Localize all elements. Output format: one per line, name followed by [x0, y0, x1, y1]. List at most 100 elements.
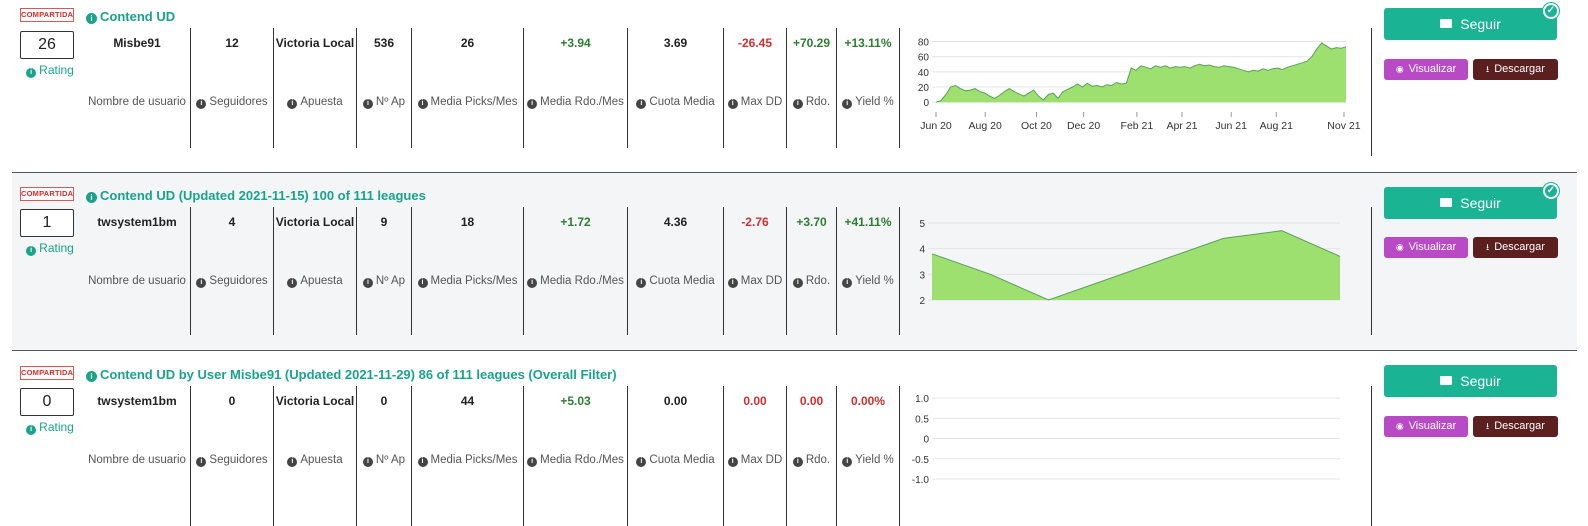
- cuota-label: i Cuota Media: [628, 96, 723, 109]
- rdo-mes-value: +5.03: [560, 394, 591, 408]
- y-tick-label: 0: [923, 98, 929, 109]
- stat-apuesta: Victoria Local i Apuesta: [273, 386, 357, 526]
- stat-seguidores: 0 i Seguidores: [191, 386, 273, 526]
- envelope-icon: [1440, 19, 1453, 28]
- stat-cuota: 3.69 i Cuota Media: [628, 28, 724, 148]
- info-icon: i: [196, 99, 207, 109]
- x-tick-label: Apr 21: [1167, 120, 1198, 132]
- rating-label-text: Rating: [39, 63, 74, 77]
- envelope-icon: [1440, 198, 1453, 207]
- stat-rdo: 0.00 i Rdo.: [787, 386, 837, 526]
- cuota-label-text: Cuota Media: [649, 275, 715, 287]
- follow-button-label: Seguir: [1460, 16, 1501, 32]
- info-icon: i: [417, 457, 428, 467]
- x-tick-label: Aug 21: [1260, 120, 1293, 132]
- view-button[interactable]: ◉ Visualizar: [1384, 237, 1468, 258]
- stat-seguidores: 4 i Seguidores: [191, 207, 273, 335]
- picks-label-text: Media Picks/Mes: [430, 275, 518, 287]
- nap-label-text: Nº Ap: [375, 96, 406, 108]
- info-icon: i: [727, 278, 738, 288]
- follow-button[interactable]: Seguir: [1384, 187, 1557, 219]
- rating-label-text: Rating: [39, 241, 74, 255]
- rdo-mes-label-text: Media Rdo./Mes: [540, 454, 624, 466]
- info-icon: i: [26, 246, 37, 256]
- nap-label-text: Nº Ap: [375, 275, 406, 287]
- y-tick-label: 5: [919, 219, 925, 230]
- strategy-title-link[interactable]: i Contend UD (Updated 2021-11-15) 100 of …: [86, 188, 426, 204]
- info-icon: i: [86, 13, 97, 24]
- eye-icon: ◉: [1395, 421, 1404, 431]
- seguidores-label: i Seguidores: [191, 454, 273, 467]
- info-icon: i: [196, 278, 207, 288]
- nap-label: i Nº Ap: [357, 454, 411, 467]
- y-tick-label: 0.5: [915, 414, 929, 425]
- view-button[interactable]: ◉ Visualizar: [1384, 416, 1468, 437]
- follow-button[interactable]: Seguir: [1384, 8, 1557, 40]
- stat-maxdd: -2.76 i Max DD: [724, 207, 787, 335]
- download-button[interactable]: ⭳ Descargar: [1473, 416, 1558, 437]
- info-icon: i: [417, 278, 428, 288]
- view-button[interactable]: ◉ Visualizar: [1384, 59, 1468, 80]
- stat-rdo-mes: +1.72 i Media Rdo./Mes: [524, 207, 628, 335]
- stat-nap: 9 i Nº Ap: [357, 207, 412, 335]
- shared-badge: COMPARTIDA: [20, 366, 74, 380]
- info-icon: i: [636, 457, 647, 467]
- stat-apuesta: Victoria Local i Apuesta: [273, 28, 357, 148]
- cuota-label-text: Cuota Media: [649, 454, 715, 466]
- stat-apuesta: Victoria Local i Apuesta: [273, 207, 357, 335]
- y-tick-label: 80: [918, 38, 930, 49]
- view-button-label: Visualizar: [1408, 420, 1457, 432]
- nap-label: i Nº Ap: [357, 96, 411, 109]
- info-icon: i: [636, 99, 647, 109]
- stat-nap: 0 i Nº Ap: [357, 386, 412, 526]
- nap-label-text: Nº Ap: [375, 454, 406, 466]
- maxdd-label-text: Max DD: [740, 454, 783, 466]
- maxdd-label: i Max DD: [724, 454, 786, 467]
- usuario-value: twsystem1bm: [97, 394, 177, 408]
- info-icon: i: [362, 99, 373, 109]
- stat-rdo: +70.29 i Rdo.: [787, 28, 837, 148]
- download-button-label: Descargar: [1494, 63, 1545, 75]
- maxdd-label-text: Max DD: [740, 275, 783, 287]
- card-separator: [12, 172, 1577, 173]
- cuota-label-text: Cuota Media: [649, 96, 715, 108]
- x-tick-label: Nov 21: [1327, 120, 1360, 132]
- cuota-label: i Cuota Media: [628, 454, 723, 467]
- info-icon: i: [842, 278, 853, 288]
- yield-value: +41.11%: [844, 215, 892, 229]
- seguidores-label-text: Seguidores: [209, 275, 268, 287]
- seguidores-label: i Seguidores: [191, 275, 273, 288]
- performance-chart: 2 3 4 5: [900, 207, 1372, 335]
- usuario-value: twsystem1bm: [97, 215, 177, 229]
- download-button[interactable]: ⭳ Descargar: [1473, 237, 1558, 258]
- stat-rdo: +3.70 i Rdo.: [787, 207, 837, 335]
- info-icon: i: [527, 457, 538, 467]
- y-tick-label: 4: [919, 245, 925, 256]
- stat-maxdd: -26.45 i Max DD: [724, 28, 787, 148]
- cuota-value: 3.69: [663, 36, 688, 50]
- rating-value: 0: [20, 388, 74, 416]
- yield-value: 0.00%: [850, 394, 886, 408]
- performance-chart: 0 20 40 60 80 Jun 20 Aug 20 Oct 20 Dec 20 Feb 21 A…: [900, 28, 1372, 156]
- info-icon: i: [792, 457, 803, 467]
- strategy-title: Contend UD: [100, 9, 176, 24]
- cuota-value: 0.00: [663, 394, 688, 408]
- apuesta-value: Victoria Local: [275, 215, 355, 229]
- stat-maxdd: 0.00 i Max DD: [724, 386, 787, 526]
- strategy-title-link[interactable]: i Contend UD by User Misbe91 (Updated 202…: [86, 367, 617, 383]
- stat-usuario: twsystem1bm Nombre de usuario: [84, 386, 191, 526]
- rdo-mes-label-text: Media Rdo./Mes: [540, 96, 624, 108]
- seguidores-value: 12: [225, 36, 239, 50]
- follow-button[interactable]: Seguir: [1384, 365, 1557, 397]
- seguidores-value: 0: [228, 394, 236, 408]
- info-icon: i: [727, 457, 738, 467]
- rating-value: 26: [20, 31, 74, 59]
- download-button[interactable]: ⭳ Descargar: [1473, 59, 1558, 80]
- y-tick-label: 3: [919, 270, 925, 281]
- strategy-title-link[interactable]: i Contend UD: [86, 9, 175, 25]
- maxdd-value: 0.00: [743, 394, 767, 408]
- download-icon: ⭳: [1486, 64, 1490, 74]
- rdo-mes-label: i Media Rdo./Mes: [524, 275, 627, 288]
- picks-value: 26: [460, 36, 475, 50]
- stat-rdo-mes: +5.03 i Media Rdo./Mes: [524, 386, 628, 526]
